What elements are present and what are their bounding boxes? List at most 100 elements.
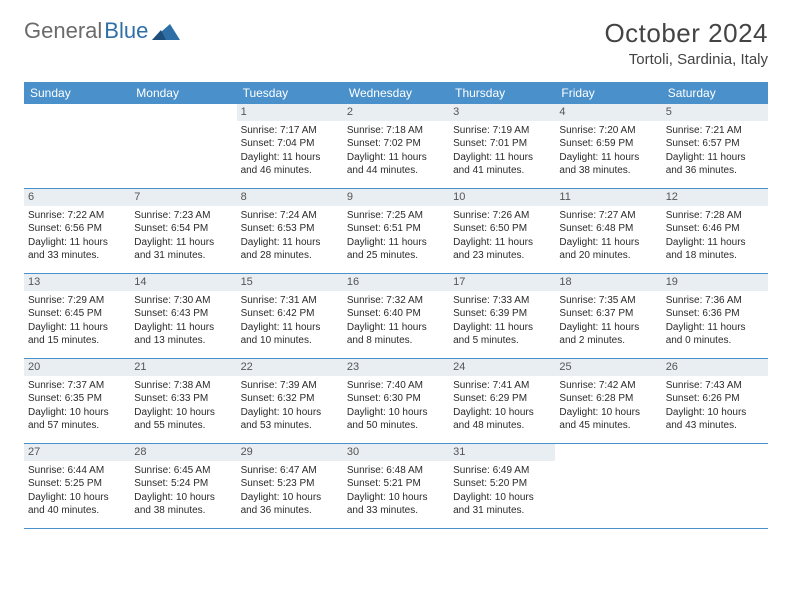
location-label: Tortoli, Sardinia, Italy <box>604 51 768 68</box>
day-number: 3 <box>449 104 555 121</box>
day-number: 6 <box>24 189 130 206</box>
day-number: 11 <box>555 189 661 206</box>
day-number: 13 <box>24 274 130 291</box>
day-info-line: and 40 minutes. <box>28 504 126 518</box>
day-cell: 17 Sunrise: 7:33 AMSunset: 6:39 PMDayligh… <box>449 274 555 358</box>
day-number: 2 <box>343 104 449 121</box>
dow-header: Tuesday <box>237 82 343 104</box>
day-info-line: Daylight: 11 hours <box>453 321 551 335</box>
day-info-line: and 31 minutes. <box>453 504 551 518</box>
day-info-line: Sunrise: 7:43 AM <box>666 379 764 393</box>
day-number: 24 <box>449 359 555 376</box>
day-info-line: Daylight: 11 hours <box>559 321 657 335</box>
day-number: 17 <box>449 274 555 291</box>
logo-icon <box>152 22 180 40</box>
day-info-line: and 48 minutes. <box>453 419 551 433</box>
day-info-line: Sunset: 5:24 PM <box>134 477 232 491</box>
day-info-line: Sunrise: 6:47 AM <box>241 464 339 478</box>
logo-text-blue: Blue <box>104 18 148 44</box>
day-info-line: Sunrise: 7:25 AM <box>347 209 445 223</box>
day-info-line: Daylight: 10 hours <box>28 491 126 505</box>
day-info-line: Daylight: 10 hours <box>241 491 339 505</box>
day-cell: 31Sunrise: 6:49 AMSunset: 5:20 PMDayligh… <box>449 444 555 528</box>
day-info-line: and 10 minutes. <box>241 334 339 348</box>
day-info-line: Daylight: 11 hours <box>666 321 764 335</box>
day-info-line: Daylight: 11 hours <box>453 236 551 250</box>
day-info-line: Sunrise: 7:24 AM <box>241 209 339 223</box>
day-number: 16 <box>343 274 449 291</box>
day-cell: 16Sunrise: 7:32 AMSunset: 6:40 PMDayligh… <box>343 274 449 358</box>
day-info-line: and 36 minutes. <box>241 504 339 518</box>
day-info-line: and 5 minutes. <box>453 334 551 348</box>
day-number: 27 <box>24 444 130 461</box>
day-cell: 13Sunrise: 7:29 AMSunset: 6:45 PMDayligh… <box>24 274 130 358</box>
day-number: 20 <box>24 359 130 376</box>
day-info-line: Daylight: 11 hours <box>347 236 445 250</box>
day-info-line: Sunrise: 7:23 AM <box>134 209 232 223</box>
day-info-line: Sunrise: 7:42 AM <box>559 379 657 393</box>
day-info-line: Sunrise: 7:28 AM <box>666 209 764 223</box>
day-info-line: Daylight: 10 hours <box>134 406 232 420</box>
day-info-line: Sunset: 5:20 PM <box>453 477 551 491</box>
day-cell: 27Sunrise: 6:44 AMSunset: 5:25 PMDayligh… <box>24 444 130 528</box>
day-info-line: Daylight: 10 hours <box>559 406 657 420</box>
day-number: 28 <box>130 444 236 461</box>
day-info-line: Daylight: 10 hours <box>666 406 764 420</box>
day-cell: 6Sunrise: 7:22 AMSunset: 6:56 PMDaylight… <box>24 189 130 273</box>
logo-text-gray: General <box>24 18 102 44</box>
day-cell: 12Sunrise: 7:28 AMSunset: 6:46 PMDayligh… <box>662 189 768 273</box>
day-info-line: Sunset: 6:28 PM <box>559 392 657 406</box>
day-info-line: Daylight: 10 hours <box>28 406 126 420</box>
day-info-line: Daylight: 11 hours <box>559 151 657 165</box>
day-info-line: Sunrise: 7:41 AM <box>453 379 551 393</box>
day-cell: 3Sunrise: 7:19 AMSunset: 7:01 PMDaylight… <box>449 104 555 188</box>
day-cell: 29Sunrise: 6:47 AMSunset: 5:23 PMDayligh… <box>237 444 343 528</box>
week-row: 13Sunrise: 7:29 AMSunset: 6:45 PMDayligh… <box>24 274 768 359</box>
day-info-line: Sunrise: 7:17 AM <box>241 124 339 138</box>
day-info-line: Sunrise: 7:29 AM <box>28 294 126 308</box>
day-info-line: Sunrise: 7:33 AM <box>453 294 551 308</box>
day-number: 9 <box>343 189 449 206</box>
day-info-line: Sunrise: 7:39 AM <box>241 379 339 393</box>
day-info-line: and 33 minutes. <box>347 504 445 518</box>
day-cell: 7Sunrise: 7:23 AMSunset: 6:54 PMDaylight… <box>130 189 236 273</box>
day-info-line: and 25 minutes. <box>347 249 445 263</box>
day-info-line: Daylight: 11 hours <box>559 236 657 250</box>
day-info-line: and 38 minutes. <box>559 164 657 178</box>
day-info-line: Sunset: 6:48 PM <box>559 222 657 236</box>
day-number: 22 <box>237 359 343 376</box>
day-info-line: Daylight: 11 hours <box>241 236 339 250</box>
logo: GeneralBlue <box>24 18 180 44</box>
day-info-line: Daylight: 11 hours <box>453 151 551 165</box>
day-cell: 30Sunrise: 6:48 AMSunset: 5:21 PMDayligh… <box>343 444 449 528</box>
day-info-line: Sunset: 6:54 PM <box>134 222 232 236</box>
week-row: 20Sunrise: 7:37 AMSunset: 6:35 PMDayligh… <box>24 359 768 444</box>
day-info-line: Sunrise: 7:20 AM <box>559 124 657 138</box>
day-info-line: Sunrise: 7:32 AM <box>347 294 445 308</box>
day-info-line: Sunrise: 7:18 AM <box>347 124 445 138</box>
day-info-line: Sunset: 6:57 PM <box>666 137 764 151</box>
day-number: 26 <box>662 359 768 376</box>
day-info-line: Daylight: 10 hours <box>134 491 232 505</box>
day-info-line: and 0 minutes. <box>666 334 764 348</box>
day-info-line: and 46 minutes. <box>241 164 339 178</box>
day-number: 14 <box>130 274 236 291</box>
day-info-line: Daylight: 11 hours <box>28 321 126 335</box>
day-number: 25 <box>555 359 661 376</box>
day-info-line: Sunset: 6:39 PM <box>453 307 551 321</box>
day-cell: 9Sunrise: 7:25 AMSunset: 6:51 PMDaylight… <box>343 189 449 273</box>
day-info-line: Sunrise: 7:38 AM <box>134 379 232 393</box>
day-info-line: and 45 minutes. <box>559 419 657 433</box>
day-info-line: and 2 minutes. <box>559 334 657 348</box>
day-info-line: Daylight: 10 hours <box>241 406 339 420</box>
day-number: 8 <box>237 189 343 206</box>
day-info-line: Daylight: 10 hours <box>453 406 551 420</box>
week-row: 1Sunrise: 7:17 AMSunset: 7:04 PMDaylight… <box>24 104 768 189</box>
day-info-line: Daylight: 11 hours <box>241 151 339 165</box>
day-cell: 23Sunrise: 7:40 AMSunset: 6:30 PMDayligh… <box>343 359 449 443</box>
day-info-line: and 23 minutes. <box>453 249 551 263</box>
day-cell: 2Sunrise: 7:18 AMSunset: 7:02 PMDaylight… <box>343 104 449 188</box>
day-number: 1 <box>237 104 343 121</box>
day-info-line: Sunset: 6:26 PM <box>666 392 764 406</box>
days-of-week-row: SundayMondayTuesdayWednesdayThursdayFrid… <box>24 82 768 104</box>
